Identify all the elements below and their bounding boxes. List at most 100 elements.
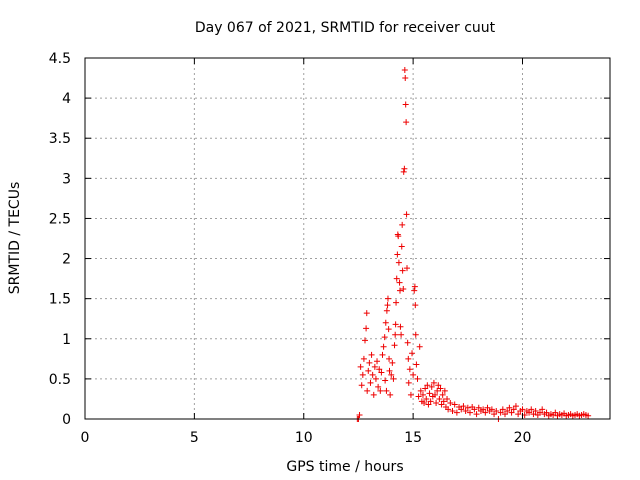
- data-point: [475, 404, 482, 411]
- data-point: [375, 383, 382, 390]
- data-point: [473, 411, 480, 418]
- data-point: [370, 391, 377, 398]
- x-tick-label: 20: [514, 430, 532, 446]
- data-point: [447, 399, 454, 406]
- data-point: [435, 382, 442, 389]
- data-point: [519, 406, 526, 413]
- data-point: [393, 299, 400, 306]
- data-point: [423, 395, 430, 402]
- data-point: [441, 387, 448, 394]
- data-point: [397, 287, 403, 294]
- data-point: [403, 119, 410, 126]
- data-point: [419, 391, 426, 398]
- data-point: [387, 391, 394, 398]
- data-point: [393, 275, 400, 282]
- data-point: [362, 337, 368, 344]
- chart-title: Day 067 of 2021, SRMTID for receiver cuu…: [195, 20, 496, 36]
- data-point: [405, 379, 412, 386]
- data-point: [510, 406, 517, 413]
- data-point: [405, 355, 412, 362]
- x-tick-label: 15: [404, 430, 422, 446]
- grid-lines: [85, 58, 610, 419]
- data-point: [428, 383, 435, 390]
- data-point: [585, 412, 592, 419]
- data-point: [381, 334, 388, 341]
- data-point: [425, 401, 432, 408]
- data-point: [398, 331, 405, 338]
- data-point: [497, 409, 504, 416]
- x-axis-ticks: 0 5 10 15 20: [81, 58, 532, 446]
- data-point: [482, 409, 489, 416]
- data-point: [367, 379, 374, 386]
- y-tick-label: 0: [62, 412, 71, 428]
- data-point: [383, 387, 390, 394]
- data-point: [417, 387, 424, 394]
- data-point: [491, 411, 498, 418]
- data-point: [395, 233, 402, 240]
- data-point: [488, 406, 495, 413]
- data-point: [416, 343, 423, 350]
- data-point: [395, 259, 402, 266]
- y-axis-ticks: 0 0.5 1 1.5 2 2.5 3 3.5 4 4.5: [49, 51, 610, 428]
- data-point: [414, 375, 421, 382]
- y-axis-label: SRMTID / TECUs: [7, 182, 23, 295]
- data-point: [398, 243, 405, 250]
- y-tick-label: 3: [62, 171, 71, 187]
- data-point: [363, 310, 370, 317]
- data-point: [436, 395, 443, 402]
- data-point: [400, 168, 407, 175]
- data-point: [377, 387, 384, 394]
- data-point: [512, 403, 519, 410]
- x-axis-label: GPS time / hours: [286, 459, 403, 475]
- data-point: [368, 351, 375, 358]
- data-point: [504, 407, 511, 414]
- data-point: [399, 267, 406, 274]
- x-tick-label: 5: [190, 430, 199, 446]
- data-point: [399, 221, 406, 228]
- data-point: [413, 361, 420, 368]
- data-point: [444, 395, 451, 402]
- data-point: [530, 411, 537, 418]
- data-point: [430, 379, 437, 386]
- data-point: [371, 363, 378, 370]
- data-point: [539, 406, 546, 413]
- data-point: [460, 403, 467, 410]
- data-point: [432, 391, 438, 398]
- data-point: [391, 342, 398, 349]
- data-point: [493, 407, 500, 414]
- data-point: [392, 331, 399, 338]
- data-point: [359, 371, 366, 378]
- data-point: [372, 375, 379, 382]
- data-point: [543, 409, 550, 416]
- data-point: [415, 393, 422, 400]
- data-point: [404, 339, 411, 346]
- data-point: [402, 75, 409, 82]
- data-point: [499, 406, 506, 413]
- data-point: [424, 382, 431, 389]
- y-tick-label: 2: [62, 252, 71, 268]
- data-point: [386, 367, 393, 374]
- data-point: [502, 411, 508, 418]
- data-point: [451, 401, 458, 408]
- data-point: [396, 279, 403, 286]
- data-point: [403, 211, 410, 218]
- data-point: [528, 406, 535, 413]
- data-point: [411, 287, 418, 294]
- data-point: [453, 409, 460, 416]
- data-point: [360, 355, 367, 362]
- data-point: [390, 375, 397, 382]
- data-point: [383, 307, 390, 314]
- data-point: [369, 371, 376, 378]
- y-tick-label: 4.5: [49, 51, 71, 67]
- y-tick-label: 3.5: [49, 131, 71, 147]
- data-point: [411, 283, 418, 290]
- data-point: [426, 390, 433, 397]
- plot-frame: [84, 57, 611, 420]
- data-point: [363, 325, 370, 332]
- data-point: [439, 391, 446, 398]
- y-tick-label: 2.5: [49, 211, 71, 227]
- data-point: [378, 369, 385, 376]
- data-point: [402, 101, 409, 108]
- data-point: [458, 406, 465, 413]
